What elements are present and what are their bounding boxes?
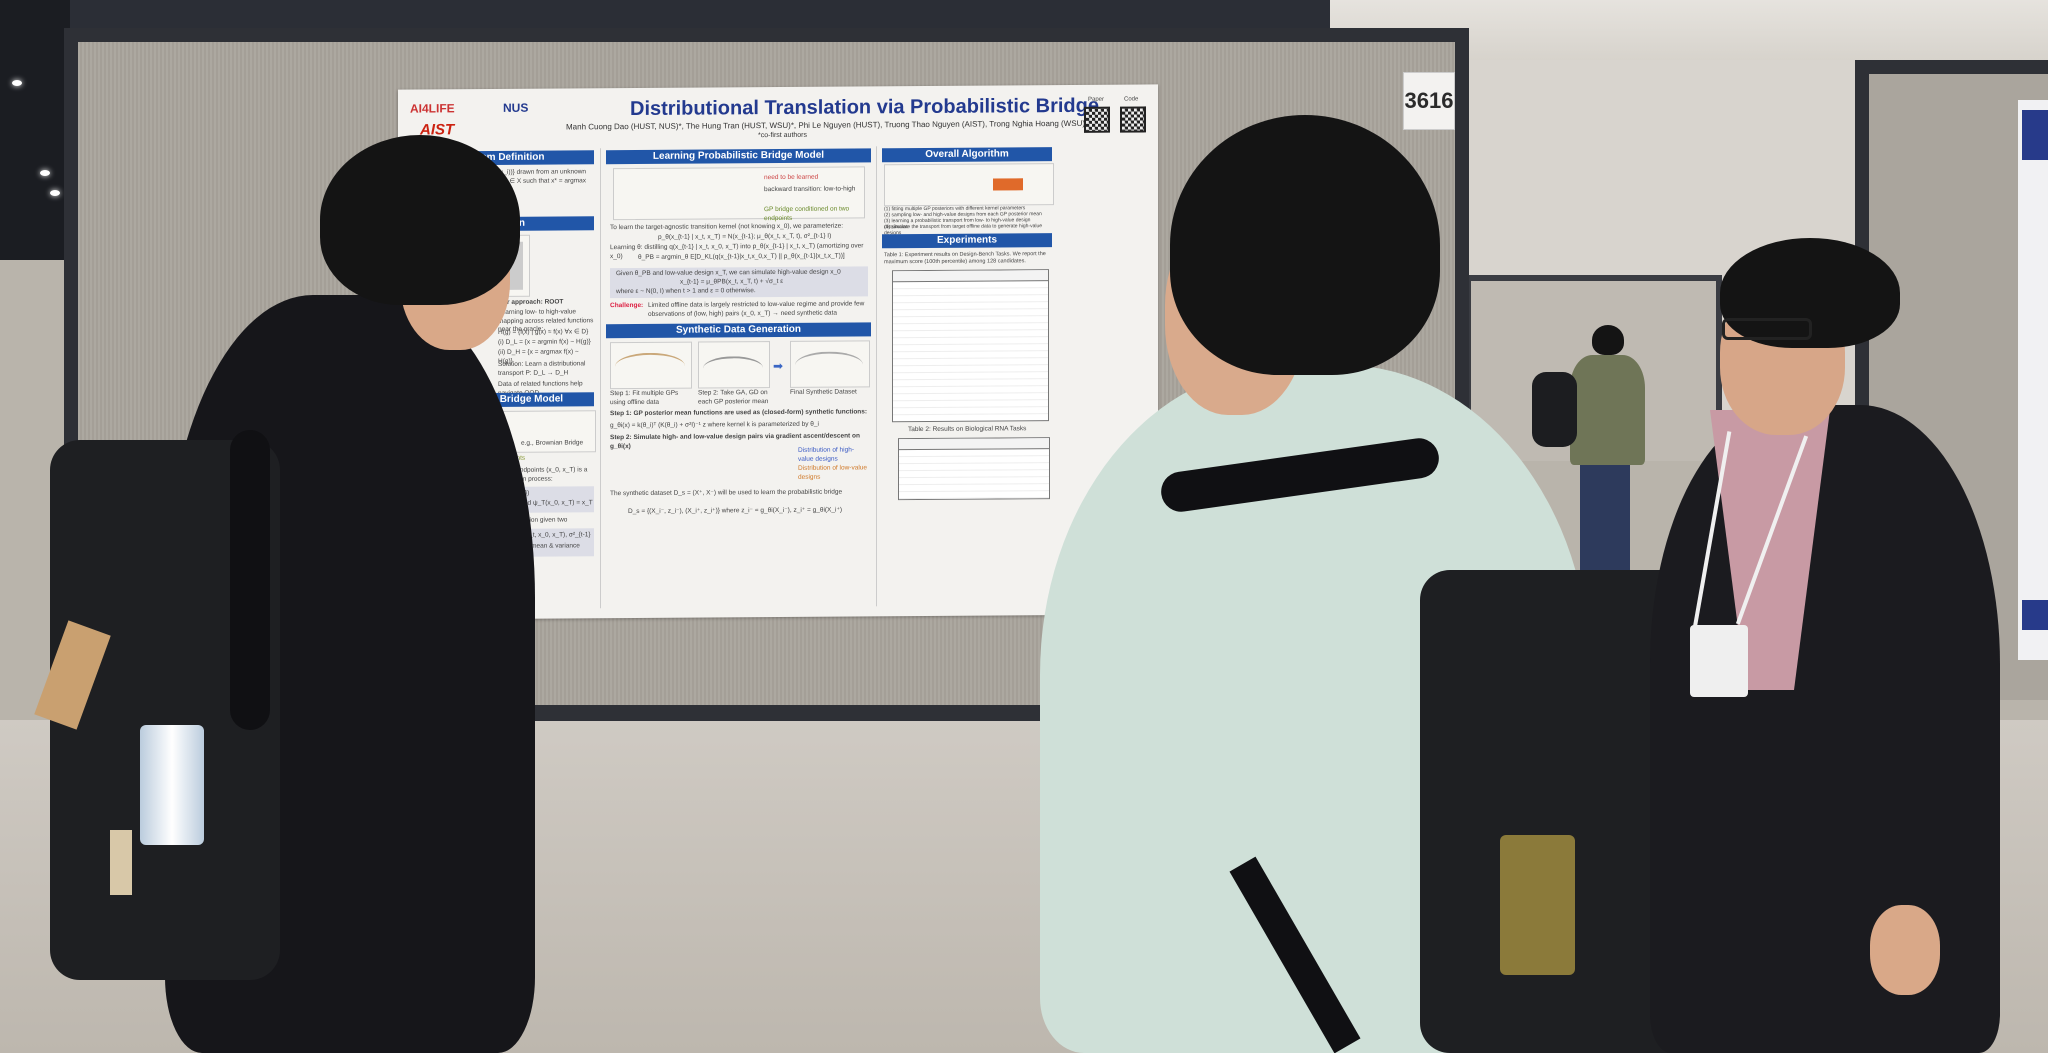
learning-text: To learn the target-agnostic transition … xyxy=(610,222,844,232)
table2-caption: Table 2: Results on Biological RNA Tasks xyxy=(908,425,1027,434)
challenge-label: Challenge: xyxy=(610,301,644,310)
diagram-annotation: need to be learned xyxy=(764,173,819,182)
learning-eq: p_θ(x_{t-1} | x_t, x_T) = N(x_{t-1}; μ_θ… xyxy=(658,232,832,241)
step-caption: Final Synthetic Dataset xyxy=(790,388,857,396)
motivation-eq: H(g) = {f(x) | g(x) ≈ f(x) ∀x ∈ D} xyxy=(498,328,589,336)
cofirst-note: *co-first authors xyxy=(758,131,808,140)
poster-footer-band xyxy=(2022,600,2048,630)
bridge-model-box xyxy=(993,178,1023,191)
column-divider xyxy=(600,148,601,609)
keychain-charm xyxy=(1500,835,1575,975)
neighbor-poster xyxy=(2018,100,2048,660)
diagram-annotation: GP bridge conditioned on two endpoints xyxy=(764,205,850,222)
gp-mean-curve xyxy=(703,356,763,381)
motivation-eq: (i) D_L = {x = argmin f(x) ~ H(g)} xyxy=(498,338,591,346)
table-row xyxy=(899,491,1049,500)
table-design-bench xyxy=(892,269,1049,423)
dataset-curve xyxy=(795,351,863,379)
gp-curve xyxy=(615,352,685,381)
learning-eq-2: θ_PB = argmin_θ E[D_KL(q(x_{t-1}|x_t,x_0… xyxy=(638,252,845,261)
table1-caption: Table 1: Experiment results on Design-Be… xyxy=(884,251,1046,266)
motivation-solution: Solution: Learn a distributional transpo… xyxy=(498,360,586,377)
jeans xyxy=(1580,465,1630,590)
table-rna xyxy=(898,437,1050,501)
ceiling-light xyxy=(40,170,50,176)
hair xyxy=(320,135,520,305)
board-number-label: 3616 xyxy=(1403,72,1455,130)
step-caption: Step 2: Take GA, GD on each GP posterior… xyxy=(698,389,769,406)
ga-gd-plot xyxy=(698,341,770,389)
section-header-synthetic-data: Synthetic Data Generation xyxy=(606,322,871,339)
hair xyxy=(1592,325,1624,355)
final-dataset-plot xyxy=(790,340,870,388)
qr-paper-label: Paper xyxy=(1088,96,1105,103)
arrow-right-icon: ➡ xyxy=(773,358,784,374)
qr-code-label: Code xyxy=(1124,96,1139,103)
black-blazer xyxy=(1650,405,2000,1053)
dist-low-label: Distribution of low-value designs xyxy=(798,464,868,481)
step1-text: Step 1: GP posterior mean functions are … xyxy=(610,408,868,418)
zipper-pull xyxy=(110,830,132,895)
logo-nus: NUS xyxy=(503,100,529,115)
simulation-text: Given θ_PB and low-value design x_T, we … xyxy=(616,268,841,278)
hand xyxy=(1870,905,1940,995)
backpack xyxy=(1532,372,1577,447)
column-divider xyxy=(876,146,877,607)
simulation-eq: x_{t-1} = μ_θPB(x_t, x_T, t) + √σ_t ε xyxy=(680,277,784,286)
poster-header-band xyxy=(2022,110,2048,160)
section-header-overall-algorithm: Overall Algorithm xyxy=(882,147,1052,163)
section-header-learning-bridge: Learning Probabilistic Bridge Model xyxy=(606,148,871,165)
dataset-eq: D_s = {(X_i⁻, z_i⁻), (X_i⁺, z_i⁺)} where… xyxy=(628,506,843,516)
approach-title: Our approach: ROOT xyxy=(498,298,564,306)
step-caption: Step 1: Fit multiple GPs using offline d… xyxy=(610,389,679,406)
bridge-caption: e.g., Brownian Bridge xyxy=(521,439,584,447)
simulation-eq-note: where ε ~ N(0, I) when t > 1 and ε = 0 o… xyxy=(616,287,756,296)
glasses xyxy=(1722,318,1812,340)
jacket xyxy=(1570,355,1645,465)
dark-ceiling-left xyxy=(0,0,70,260)
diagram-annotation: backward transition: low-to-high xyxy=(764,185,856,194)
section-header-experiments: Experiments xyxy=(882,233,1052,249)
gp-fit-plot xyxy=(610,341,692,390)
table-row xyxy=(893,407,1048,416)
qr-code-paper[interactable] xyxy=(1084,106,1110,133)
logo-ai4life: AI4LIFE xyxy=(410,101,455,116)
algorithm-diagram xyxy=(884,163,1054,207)
ceiling-light xyxy=(12,80,22,86)
hair xyxy=(1170,115,1440,375)
water-bottle xyxy=(140,725,204,845)
learning-diagram: need to be learned backward transition: … xyxy=(613,166,865,222)
poster-title: Distributional Translation via Probabili… xyxy=(630,94,1099,121)
dist-high-label: Distribution of high-value designs xyxy=(798,446,854,463)
simulation-box: Given θ_PB and low-value design x_T, we … xyxy=(610,266,868,299)
backpack-strap xyxy=(230,430,270,730)
board-base xyxy=(470,705,1060,721)
dataset-text: The synthetic dataset D_s = (X⁺, X⁻) wil… xyxy=(610,488,843,498)
step1-eq: g_θi(x) = k(θ_i)ᵀ (K(θ_i) + σ²I)⁻¹ z whe… xyxy=(610,420,819,430)
challenge-text: Limited offline data is largely restrict… xyxy=(648,300,865,318)
ceiling-light xyxy=(50,190,60,196)
conference-badge xyxy=(1690,625,1748,697)
qr-code-code[interactable] xyxy=(1120,106,1146,133)
